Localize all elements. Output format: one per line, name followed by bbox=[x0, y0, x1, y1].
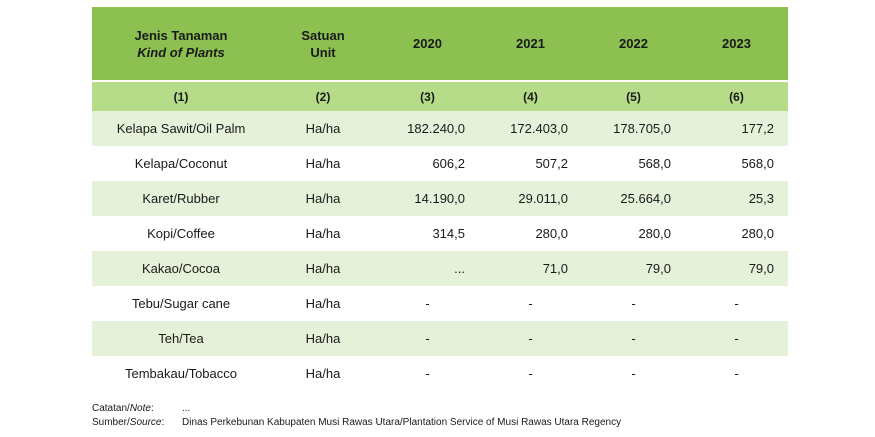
unit-cell: Ha/ha bbox=[305, 121, 341, 136]
unit-cell: Ha/ha bbox=[305, 296, 341, 311]
value-cell: 182.240,0 bbox=[407, 121, 465, 136]
header-unit: Satuan Unit bbox=[270, 7, 376, 81]
unit-cell: Ha/ha bbox=[305, 226, 341, 241]
table-row: Kakao/Cocoa Ha/ha ... 71,0 79,0 79,0 bbox=[92, 251, 788, 286]
value-cell: 280,0 bbox=[638, 226, 671, 241]
column-number: (4) bbox=[523, 89, 538, 104]
plant-name: Tembakau/Tobacco bbox=[124, 366, 237, 381]
header-year-2020: 2020 bbox=[413, 36, 442, 51]
table-row: Teh/Tea Ha/ha - - - - bbox=[92, 321, 788, 356]
note-label: Catatan/Note: bbox=[92, 402, 182, 416]
value-cell: - bbox=[631, 296, 636, 311]
value-cell: - bbox=[425, 296, 430, 311]
value-cell: 606,2 bbox=[432, 156, 465, 171]
value-cell: - bbox=[734, 366, 739, 381]
value-cell: - bbox=[528, 366, 533, 381]
note-line: Catatan/Note:... bbox=[92, 402, 621, 416]
table-row: Karet/Rubber Ha/ha 14.190,0 29.011,0 25.… bbox=[92, 181, 788, 216]
value-cell: 29.011,0 bbox=[518, 191, 568, 206]
value-cell: 172.403,0 bbox=[510, 121, 568, 136]
plantation-area-table: Jenis Tanaman Kind of Plants Satuan Unit… bbox=[92, 7, 788, 391]
value-cell: 568,0 bbox=[741, 156, 774, 171]
value-cell: 568,0 bbox=[638, 156, 671, 171]
value-cell: 79,0 bbox=[645, 261, 671, 276]
header-kind-of-plants-id: Jenis Tanaman bbox=[134, 27, 228, 43]
value-cell: ... bbox=[454, 261, 465, 276]
source-label-id: Sumber/ bbox=[92, 417, 130, 428]
header-unit-id: Satuan bbox=[301, 27, 345, 43]
table-row: Tebu/Sugar cane Ha/ha - - - - bbox=[92, 286, 788, 321]
column-number-row: (1) (2) (3) (4) (5) (6) bbox=[92, 81, 788, 111]
value-cell: - bbox=[734, 296, 739, 311]
note-separator: : bbox=[150, 403, 154, 414]
header-year-2023: 2023 bbox=[722, 36, 751, 51]
unit-cell: Ha/ha bbox=[305, 261, 341, 276]
value-cell: - bbox=[425, 331, 430, 346]
value-cell: 25,3 bbox=[748, 191, 774, 206]
table-row: Kelapa/Coconut Ha/ha 606,2 507,2 568,0 5… bbox=[92, 146, 788, 181]
value-cell: 79,0 bbox=[748, 261, 774, 276]
plant-name: Karet/Rubber bbox=[142, 191, 220, 206]
plant-name: Tebu/Sugar cane bbox=[131, 296, 231, 311]
source-label-en: Source bbox=[129, 417, 162, 428]
source-line: Sumber/Source: Dinas Perkebunan Kabupaten… bbox=[92, 416, 621, 430]
column-number: (6) bbox=[729, 89, 744, 104]
plant-name: Kakao/Cocoa bbox=[141, 261, 221, 276]
column-number: (5) bbox=[626, 89, 641, 104]
value-cell: - bbox=[528, 296, 533, 311]
plant-name: Teh/Tea bbox=[158, 331, 204, 346]
column-number: (1) bbox=[173, 89, 189, 104]
note-label-id: Catatan/ bbox=[92, 403, 130, 414]
value-cell: 280,0 bbox=[535, 226, 568, 241]
table-row: Kelapa Sawit/Oil Palm Ha/ha 182.240,0 17… bbox=[92, 111, 788, 146]
header-year-2022: 2022 bbox=[619, 36, 648, 51]
unit-cell: Ha/ha bbox=[305, 331, 341, 346]
unit-cell: Ha/ha bbox=[305, 191, 341, 206]
value-cell: 177,2 bbox=[741, 121, 774, 136]
column-number: (2) bbox=[315, 89, 331, 104]
header-unit-en: Unit bbox=[310, 44, 336, 60]
note-label-en: Note bbox=[129, 403, 151, 414]
value-cell: - bbox=[631, 366, 636, 381]
column-number: (3) bbox=[420, 89, 435, 104]
value-cell: 507,2 bbox=[535, 156, 568, 171]
table-header-row: Jenis Tanaman Kind of Plants Satuan Unit… bbox=[92, 7, 788, 81]
value-cell: - bbox=[734, 331, 739, 346]
header-kind-of-plants-en: Kind of Plants bbox=[137, 44, 225, 60]
value-cell: 280,0 bbox=[741, 226, 774, 241]
unit-cell: Ha/ha bbox=[305, 156, 341, 171]
value-cell: - bbox=[631, 331, 636, 346]
table-footer: Catatan/Note:... Sumber/Source: Dinas Per… bbox=[92, 402, 621, 430]
plant-name: Kelapa Sawit/Oil Palm bbox=[116, 121, 246, 136]
header-year-2021: 2021 bbox=[516, 36, 545, 51]
note-text: ... bbox=[182, 403, 191, 414]
value-cell: - bbox=[425, 366, 430, 381]
value-cell: 25.664,0 bbox=[620, 191, 671, 206]
header-kind-of-plants: Jenis Tanaman Kind of Plants bbox=[92, 7, 270, 81]
unit-cell: Ha/ha bbox=[305, 366, 341, 381]
source-separator: : bbox=[161, 417, 165, 428]
source-text: Dinas Perkebunan Kabupaten Musi Rawas Ut… bbox=[182, 417, 622, 428]
value-cell: 314,5 bbox=[432, 226, 465, 241]
table-row: Kopi/Coffee Ha/ha 314,5 280,0 280,0 280,… bbox=[92, 216, 788, 251]
plant-name: Kelapa/Coconut bbox=[134, 156, 228, 171]
value-cell: 178.705,0 bbox=[613, 121, 671, 136]
value-cell: - bbox=[528, 331, 533, 346]
value-cell: 14.190,0 bbox=[414, 191, 465, 206]
source-label: Sumber/Source: bbox=[92, 416, 182, 430]
plant-name: Kopi/Coffee bbox=[147, 226, 215, 241]
value-cell: 71,0 bbox=[542, 261, 568, 276]
table-row: Tembakau/Tobacco Ha/ha - - - - bbox=[92, 356, 788, 391]
